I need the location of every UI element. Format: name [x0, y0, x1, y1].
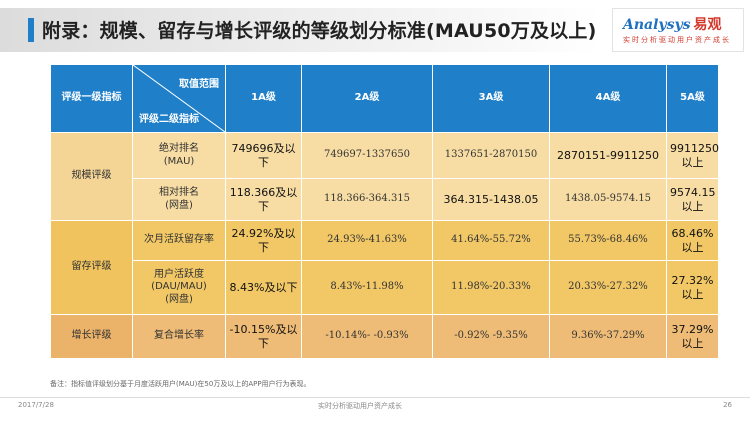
- table-row: 规模评级 绝对排名 (MAU) 749696及以下 749697-1337650 …: [50, 132, 719, 221]
- header-first-level-indicator: 评级一级指标: [50, 64, 133, 133]
- category-growth: 增长评级: [50, 314, 133, 359]
- footer-slogan: 实时分析驱动用户资产成长: [318, 402, 402, 410]
- title-bar: 附录：规模、留存与增长评级的等级划分标准(MAU50万及以上): [0, 8, 600, 52]
- value-cell: 68.46%以上: [666, 220, 719, 261]
- header-second-level-indicator: 评级二级指标: [139, 113, 199, 125]
- logo-wordmark: Analysys 易观: [623, 14, 721, 34]
- value-cell: 9.36%-37.29%: [549, 314, 667, 359]
- page-title: 附录：规模、留存与增长评级的等级划分标准(MAU50万及以上): [42, 20, 597, 42]
- logo-brand-en: Analysys: [623, 17, 691, 33]
- grade-standard-table: 评级一级指标 取值范围 评级二级指标 1A级 2A级 3A级 4A级 5A级 规…: [50, 64, 719, 359]
- value-cell: 9911250以上: [666, 132, 719, 179]
- footer-divider: [0, 397, 750, 398]
- header-grade-5a: 5A级: [666, 64, 719, 133]
- value-cell: 1337651-2870150: [432, 132, 550, 179]
- value-cell: 364.315-1438.05: [432, 178, 550, 221]
- table-row: 相对排名 (网盘) 118.366及以下 118.366-364.315 364.…: [51, 178, 719, 221]
- value-cell: -10.14%- -0.93%: [301, 314, 433, 359]
- header-grade-2a: 2A级: [301, 64, 433, 133]
- value-cell: 41.64%-55.72%: [432, 220, 550, 261]
- value-cell: 11.98%-20.33%: [432, 260, 550, 315]
- table-row: 用户活跃度 (DAU/MAU) (网盘) 8.43%及以下 8.43%-11.98%…: [51, 260, 719, 315]
- diagonal-divider: [133, 65, 225, 132]
- category-retention: 留存评级: [50, 220, 133, 315]
- header-grade-3a: 3A级: [432, 64, 550, 133]
- logo-tagline: 实时分析驱动用户资产成长: [623, 36, 731, 44]
- footnote: 备注：指标值评级划分基于月度活跃用户(MAU)在50万及以上的APP用户行为表现…: [50, 380, 311, 388]
- value-cell: 8.43%及以下: [225, 260, 302, 315]
- value-cell: 27.32%以上: [666, 260, 719, 315]
- value-cell: 37.29%以上: [666, 314, 719, 359]
- value-cell: 24.92%及以下: [225, 220, 302, 261]
- value-cell: 749696及以下: [225, 132, 302, 179]
- value-cell: 2870151-9911250: [549, 132, 667, 179]
- indicator-compound-growth: 复合增长率: [132, 314, 226, 359]
- indicator-absolute-rank: 绝对排名 (MAU): [132, 132, 226, 179]
- value-cell: 1438.05-9574.15: [549, 178, 667, 221]
- title-accent-bar: [28, 18, 34, 42]
- value-cell: -0.92% -9.35%: [432, 314, 550, 359]
- table-header-row: 评级一级指标 取值范围 评级二级指标 1A级 2A级 3A级 4A级 5A级: [50, 64, 719, 133]
- value-cell: 24.93%-41.63%: [301, 220, 433, 261]
- table-row: 增长评级 复合增长率 -10.15%及以下 -10.14%- -0.93% -0…: [50, 314, 719, 359]
- header-grade-1a: 1A级: [225, 64, 302, 133]
- value-cell: 55.73%-68.46%: [549, 220, 667, 261]
- value-cell: 9574.15以上: [666, 178, 719, 221]
- value-cell: 118.366及以下: [225, 178, 302, 221]
- header-grade-4a: 4A级: [549, 64, 667, 133]
- value-cell: 8.43%-11.98%: [301, 260, 433, 315]
- indicator-next-month-retention: 次月活跃留存率: [132, 220, 226, 261]
- header-value-range: 取值范围: [179, 79, 219, 90]
- value-cell: 20.33%-27.32%: [549, 260, 667, 315]
- logo-brand-cn: 易观: [693, 17, 722, 33]
- value-cell: 118.366-364.315: [301, 178, 433, 221]
- header-diagonal-cell: 取值范围 评级二级指标: [132, 64, 226, 133]
- table-row: 留存评级 次月活跃留存率 24.92%及以下 24.93%-41.63% 41.…: [50, 220, 719, 315]
- indicator-relative-rank: 相对排名 (网盘): [132, 178, 226, 221]
- page-number: 26: [723, 401, 732, 409]
- brand-logo: Analysys 易观 实时分析驱动用户资产成长: [612, 8, 744, 52]
- value-cell: 749697-1337650: [301, 132, 433, 179]
- indicator-user-activity: 用户活跃度 (DAU/MAU) (网盘): [132, 260, 226, 315]
- footer-date: 2017/7/28: [18, 401, 54, 409]
- value-cell: -10.15%及以下: [225, 314, 302, 359]
- category-scale: 规模评级: [50, 132, 133, 221]
